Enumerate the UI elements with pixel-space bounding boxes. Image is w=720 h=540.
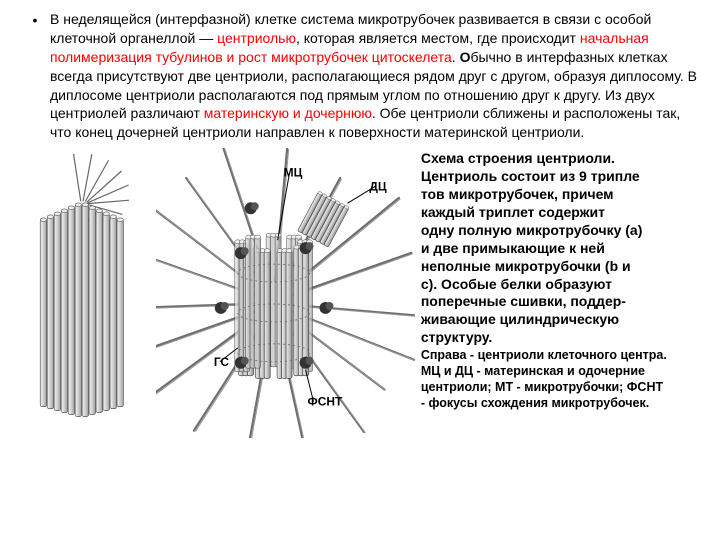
- bullet: •: [20, 10, 50, 142]
- svg-text:ДЦ: ДЦ: [369, 180, 387, 194]
- svg-text:ФСНТ: ФСНТ: [307, 395, 342, 409]
- caption: Схема строения центриоли.Центриоль состо…: [421, 148, 700, 411]
- paragraph: В неделящейся (интерфазной) клетке систе…: [50, 10, 700, 142]
- figure-right: МЦ ДЦ ФСНТ ГС: [156, 148, 415, 438]
- svg-text:ГС: ГС: [213, 355, 229, 369]
- figure-row: МЦ ДЦ ФСНТ ГС Схема строения центриоли.Цент…: [20, 148, 700, 438]
- text-block: • В неделящейся (интерфазной) клетке сис…: [20, 10, 700, 142]
- figure-left: [20, 148, 150, 438]
- svg-text:МЦ: МЦ: [283, 166, 302, 180]
